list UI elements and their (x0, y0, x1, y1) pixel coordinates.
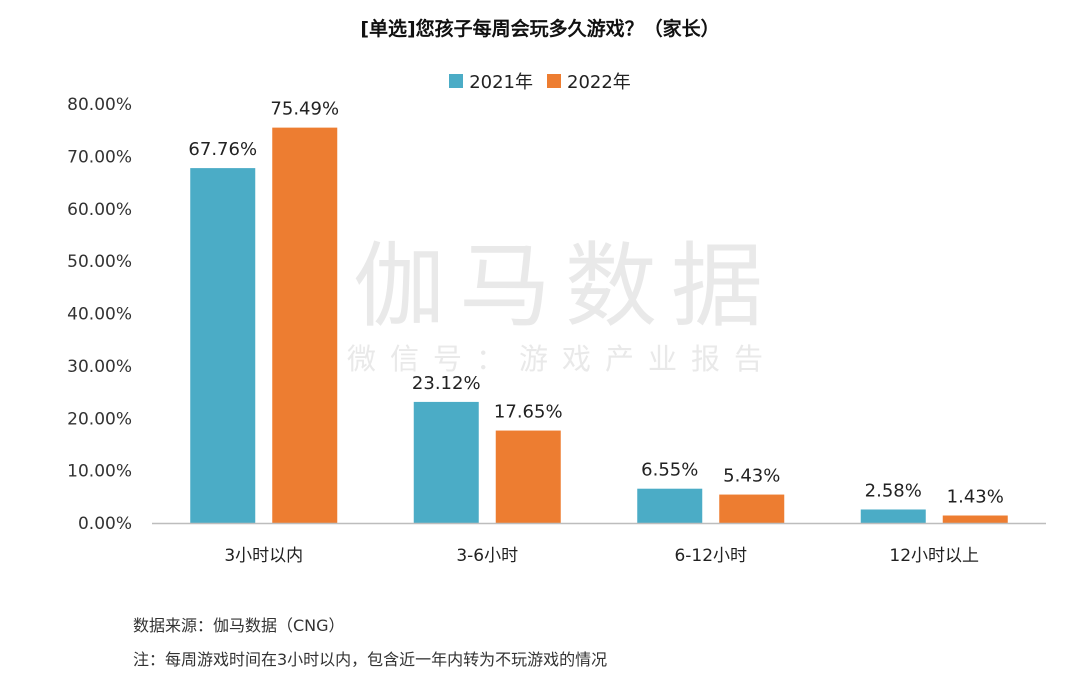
watermark: 伽马数据 微信号：游戏产业报告 (347, 233, 777, 376)
x-axis: 3小时以内 3-6小时 6-12小时 12小时以上 (152, 522, 1046, 566)
watermark-sub: 微信号：游戏产业报告 (347, 342, 777, 376)
y-axis: 0.00% 10.00% 20.00% 30.00% 40.00% 50.00% 60.00… (67, 95, 132, 534)
bar-2021年-6-12小时 (637, 488, 703, 523)
data-label: 75.49% (270, 99, 339, 120)
legend-label-2022: 2022年 (567, 72, 631, 93)
y-tick-label: 0.00% (78, 514, 132, 534)
bar-2021年-12小时以上 (860, 509, 926, 523)
data-label: 67.76% (188, 139, 257, 160)
bar-2022年-6-12小时 (719, 494, 785, 523)
footnote: 注：每周游戏时间在3小时以内，包含近一年内转为不玩游戏的情况 (133, 650, 608, 669)
y-tick-label: 20.00% (67, 409, 132, 429)
data-label: 23.12% (412, 373, 481, 394)
data-label: 2.58% (865, 480, 922, 501)
bar-2022年-3小时以内 (272, 127, 338, 523)
data-source-note: 数据来源：伽马数据（CNG） (133, 616, 345, 635)
y-tick-label: 40.00% (67, 305, 132, 325)
bar-2021年-3-6小时 (413, 401, 479, 523)
data-label: 6.55% (641, 460, 698, 481)
y-tick-label: 80.00% (67, 95, 132, 115)
y-tick-label: 10.00% (67, 462, 132, 482)
data-label: 17.65% (494, 402, 563, 423)
y-tick-label: 30.00% (67, 357, 132, 377)
x-tick-label: 6-12小时 (674, 546, 747, 566)
x-tick-label: 3-6小时 (456, 546, 518, 566)
bar-2022年-12小时以上 (942, 515, 1008, 523)
legend-swatch-2021 (449, 74, 464, 88)
legend-item-2022: 2022年 (547, 68, 631, 94)
x-tick-label: 3小时以内 (224, 546, 303, 566)
y-tick-label: 70.00% (67, 147, 132, 167)
x-tick-label: 12小时以上 (889, 546, 979, 566)
y-tick-label: 60.00% (67, 200, 132, 220)
watermark-main: 伽马数据 (353, 233, 777, 340)
legend-label-2021: 2021年 (469, 72, 533, 93)
data-label: 5.43% (723, 466, 780, 487)
bars: 67.76% 75.49% 23.12% 17.65% 6.55% 5.43% 2.58% 1… (188, 99, 1008, 523)
legend-item-2021: 2021年 (449, 68, 533, 94)
data-label: 1.43% (947, 487, 1004, 508)
legend-swatch-2022 (547, 74, 561, 88)
bar-chart: 伽马数据 微信号：游戏产业报告 0.00% 10.00% 20.00% 30.00% 4… (67, 95, 1046, 566)
legend: 2021年 2022年 (0, 68, 1080, 94)
bar-2022年-3-6小时 (495, 430, 561, 523)
chart-title: [单选]您孩子每周会玩多久游戏？（家长） (360, 18, 720, 40)
bar-2021年-3小时以内 (190, 168, 256, 523)
y-tick-label: 50.00% (67, 252, 132, 272)
